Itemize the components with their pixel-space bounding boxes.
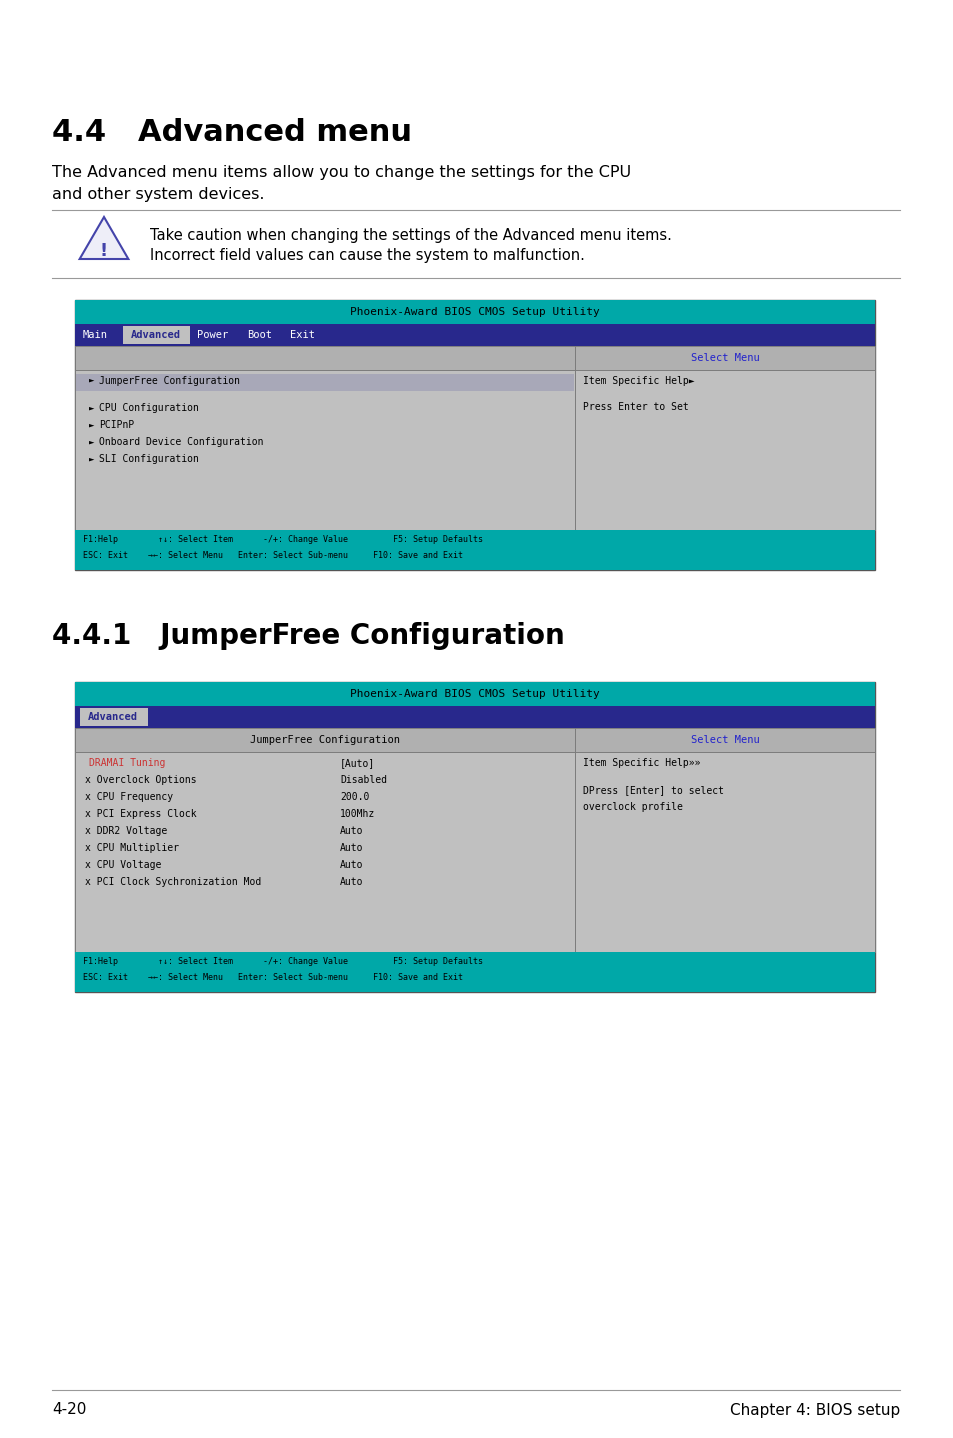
Bar [75,682,874,706]
Text: ►: ► [89,403,94,413]
Text: ►: ► [89,454,94,463]
Text: ►: ► [89,375,94,385]
Bar [75,752,575,952]
Text: Chapter 4: BIOS setup: Chapter 4: BIOS setup [729,1402,899,1418]
Text: Take caution when changing the settings of the Advanced menu items.: Take caution when changing the settings … [150,229,671,243]
Text: JumperFree Configuration: JumperFree Configuration [99,375,240,385]
Text: Incorrect field values can cause the system to malfunction.: Incorrect field values can cause the sys… [150,247,584,263]
Bar [80,707,148,726]
Text: and other system devices.: and other system devices. [52,187,264,201]
Bar [75,531,874,569]
Text: Item Specific Help►: Item Specific Help► [582,375,694,385]
Text: CPU Configuration: CPU Configuration [99,403,198,413]
Text: x CPU Multiplier: x CPU Multiplier [85,843,179,853]
Text: Auto: Auto [339,877,363,887]
Text: Main: Main [83,329,108,339]
Text: ►: ► [89,437,94,446]
Bar [75,370,575,531]
Text: Phoenix-Award BIOS CMOS Setup Utility: Phoenix-Award BIOS CMOS Setup Utility [350,689,599,699]
Text: Power: Power [197,329,229,339]
Bar [76,374,574,391]
Text: ESC: Exit    →←: Select Menu   Enter: Select Sub-menu     F10: Save and Exit: ESC: Exit →←: Select Menu Enter: Select … [83,552,462,561]
Text: Auto: Auto [339,825,363,835]
Text: Auto: Auto [339,860,363,870]
Text: Exit: Exit [290,329,314,339]
Text: PCIPnP: PCIPnP [99,420,134,430]
Text: DRAMAI Tuning: DRAMAI Tuning [89,758,165,768]
Text: x Overclock Options: x Overclock Options [85,775,196,785]
Bar [75,324,874,347]
Bar [75,301,874,324]
Bar [575,370,874,531]
Bar [75,706,874,728]
Text: Phoenix-Award BIOS CMOS Setup Utility: Phoenix-Award BIOS CMOS Setup Utility [350,306,599,316]
Text: overclock profile: overclock profile [582,802,682,812]
Text: x PCI Express Clock: x PCI Express Clock [85,810,196,820]
Text: 100Mhz: 100Mhz [339,810,375,820]
Bar [75,301,874,569]
Text: F1:Help        ↑↓: Select Item      -/+: Change Value         F5: Setup Defaults: F1:Help ↑↓: Select Item -/+: Change Valu… [83,535,482,545]
Bar [575,347,874,370]
Text: Auto: Auto [339,843,363,853]
Text: 4-20: 4-20 [52,1402,87,1418]
Text: ►: ► [89,420,94,429]
Text: Disabled: Disabled [339,775,387,785]
Text: 4.4   Advanced menu: 4.4 Advanced menu [52,118,412,147]
Text: SLI Configuration: SLI Configuration [99,454,198,464]
Text: DPress [Enter] to select: DPress [Enter] to select [582,785,723,795]
Text: Select Menu: Select Menu [690,735,759,745]
Bar [75,347,575,370]
Text: The Advanced menu items allow you to change the settings for the CPU: The Advanced menu items allow you to cha… [52,165,631,180]
Text: Advanced: Advanced [88,712,138,722]
Text: !: ! [100,242,108,260]
Text: [Auto]: [Auto] [339,758,375,768]
Text: Onboard Device Configuration: Onboard Device Configuration [99,437,263,447]
Text: F1:Help        ↑↓: Select Item      -/+: Change Value         F5: Setup Defaults: F1:Help ↑↓: Select Item -/+: Change Valu… [83,958,482,966]
Text: x CPU Voltage: x CPU Voltage [85,860,161,870]
Bar [75,682,874,992]
Text: Press Enter to Set: Press Enter to Set [582,401,688,411]
Text: JumperFree Configuration: JumperFree Configuration [250,735,399,745]
Text: Item Specific Help»»: Item Specific Help»» [582,758,700,768]
Text: 200.0: 200.0 [339,792,369,802]
Text: x CPU Frequency: x CPU Frequency [85,792,172,802]
Text: ESC: Exit    →←: Select Menu   Enter: Select Sub-menu     F10: Save and Exit: ESC: Exit →←: Select Menu Enter: Select … [83,974,462,982]
Text: x PCI Clock Sychronization Mod: x PCI Clock Sychronization Mod [85,877,261,887]
Text: Advanced: Advanced [131,329,181,339]
Bar [575,728,874,752]
Text: Boot: Boot [247,329,273,339]
Bar [75,952,874,992]
Text: x DDR2 Voltage: x DDR2 Voltage [85,825,167,835]
Bar [75,728,575,752]
Bar [575,752,874,952]
Polygon shape [79,217,129,259]
Bar [123,326,191,344]
Text: 4.4.1   JumperFree Configuration: 4.4.1 JumperFree Configuration [52,623,564,650]
Text: Select Menu: Select Menu [690,352,759,362]
